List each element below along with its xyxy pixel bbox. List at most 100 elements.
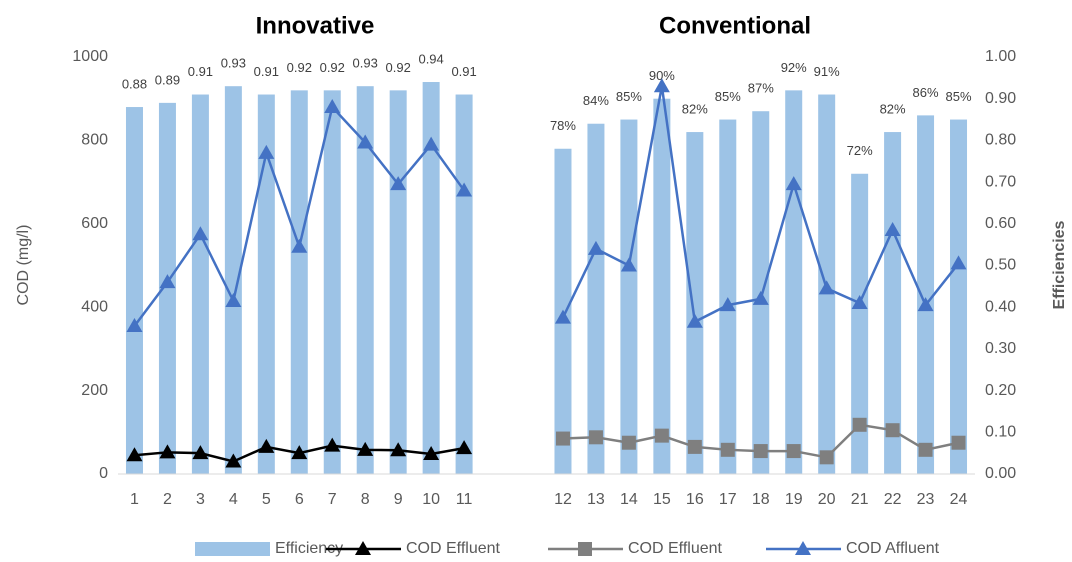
x-tick-label: 15 (653, 491, 671, 508)
bar (257, 94, 275, 474)
data-label: 92% (781, 60, 807, 75)
x-tick-label: 9 (394, 491, 403, 508)
legend-label: Efficiency (275, 540, 343, 557)
data-label: 82% (880, 101, 906, 116)
bar (356, 86, 374, 474)
marker (917, 297, 934, 312)
y2-tick-label: 0.10 (985, 424, 1016, 441)
marker (819, 450, 834, 465)
marker (653, 78, 670, 93)
bar (653, 98, 671, 474)
x-tick-label: 6 (295, 491, 304, 508)
x-tick-label: 16 (686, 491, 704, 508)
bar (389, 90, 407, 475)
y-tick-label: 1000 (72, 48, 108, 65)
marker (324, 437, 341, 452)
marker (752, 290, 769, 305)
data-label: 84% (583, 93, 609, 108)
legend-marker (795, 541, 811, 555)
marker (456, 440, 473, 455)
data-label: 0.93 (353, 56, 378, 71)
data-label: 0.94 (418, 51, 443, 66)
marker (950, 255, 967, 270)
y-tick-label: 600 (81, 215, 108, 232)
x-tick-label: 13 (587, 491, 605, 508)
marker (818, 280, 835, 295)
bar (455, 94, 473, 474)
marker (159, 444, 176, 459)
marker (423, 136, 440, 151)
x-tick-label: 2 (163, 491, 172, 508)
bar (587, 123, 605, 474)
marker (918, 442, 933, 457)
x-tick-label: 5 (262, 491, 271, 508)
data-label: 78% (550, 118, 576, 133)
legend-marker (578, 542, 592, 556)
bar (323, 90, 341, 475)
y-tick-label: 200 (81, 382, 108, 399)
y2-tick-label: 1.00 (985, 48, 1016, 65)
marker (225, 453, 242, 468)
bar (290, 90, 308, 475)
data-label: 0.93 (221, 56, 246, 71)
y2-axis-label: Efficiencies (1051, 220, 1068, 309)
marker (719, 297, 736, 312)
data-label: 87% (748, 81, 774, 96)
group-title: Innovative (256, 12, 375, 39)
x-tick-label: 12 (554, 491, 572, 508)
marker (554, 309, 571, 324)
marker (324, 99, 341, 114)
data-label: 91% (814, 64, 840, 79)
y2-tick-label: 0.70 (985, 173, 1016, 190)
x-tick-label: 17 (719, 491, 737, 508)
y2-tick-label: 0.90 (985, 90, 1016, 107)
y2-tick-label: 0.00 (985, 465, 1016, 482)
x-tick-label: 20 (818, 491, 836, 508)
marker (687, 439, 702, 454)
bar (422, 82, 440, 475)
marker (884, 222, 901, 237)
marker (785, 176, 802, 191)
y-axis-label: COD (mg/l) (15, 225, 32, 306)
x-tick-label: 10 (422, 491, 440, 508)
group-title: Conventional (659, 12, 811, 39)
marker (885, 423, 900, 438)
x-tick-label: 23 (917, 491, 935, 508)
legend-label: COD Effluent (628, 540, 723, 557)
data-label: 0.91 (254, 64, 279, 79)
marker (126, 317, 143, 332)
bar (191, 94, 209, 474)
bar (620, 119, 638, 475)
marker (620, 257, 637, 272)
data-label: 85% (715, 89, 741, 104)
marker (258, 144, 275, 159)
data-label: 0.89 (155, 72, 180, 87)
marker (851, 295, 868, 310)
y2-tick-label: 0.30 (985, 340, 1016, 357)
data-label: 85% (946, 89, 972, 104)
legend-swatch (195, 542, 270, 556)
bar (158, 102, 176, 475)
y-tick-label: 400 (81, 298, 108, 315)
x-tick-label: 14 (620, 491, 638, 508)
marker (621, 435, 636, 450)
x-tick-label: 18 (752, 491, 770, 508)
marker (423, 445, 440, 460)
marker (390, 442, 407, 457)
bar (884, 132, 902, 474)
data-label: 0.91 (188, 64, 213, 79)
x-tick-label: 7 (328, 491, 337, 508)
bar (917, 115, 935, 474)
marker (456, 182, 473, 197)
marker (654, 428, 669, 443)
legend-label: COD Effluent (406, 540, 501, 557)
x-tick-label: 4 (229, 491, 238, 508)
y2-tick-label: 0.50 (985, 257, 1016, 274)
marker (192, 445, 209, 460)
marker (357, 134, 374, 149)
data-label: 90% (649, 68, 675, 83)
bar (785, 90, 803, 475)
bar (224, 86, 242, 474)
y-tick-label: 800 (81, 132, 108, 149)
marker (357, 441, 374, 456)
